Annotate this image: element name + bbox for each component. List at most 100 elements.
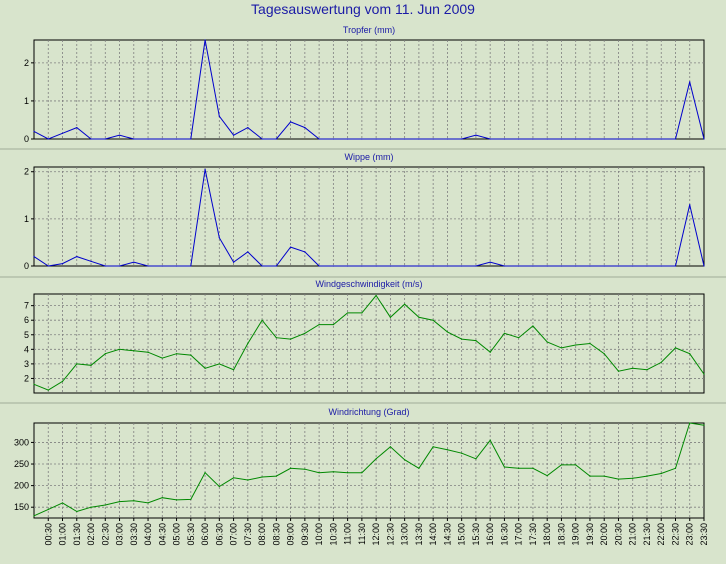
data-point (133, 138, 135, 140)
data-point (261, 319, 263, 321)
data-point (247, 342, 249, 345)
data-point (61, 132, 64, 134)
data-point (674, 467, 677, 469)
y-tick-label: 0 (24, 261, 29, 271)
data-point (218, 363, 220, 365)
data-point (404, 138, 406, 140)
x-tick-label: 10:30 (328, 523, 338, 546)
data-point (389, 316, 391, 318)
data-point (361, 312, 363, 314)
x-tick-label: 08:30 (271, 523, 281, 546)
x-tick-label: 19:30 (585, 523, 595, 546)
data-point (118, 134, 121, 136)
data-point (532, 138, 534, 140)
data-point (104, 138, 106, 140)
data-point (589, 138, 591, 140)
data-point (204, 39, 206, 41)
data-point (703, 265, 705, 267)
data-point (289, 121, 292, 123)
y-tick-label: 3 (24, 359, 29, 369)
y-tick-label: 150 (14, 502, 29, 512)
data-point (104, 504, 106, 506)
y-tick-label: 5 (24, 330, 29, 340)
x-tick-label: 20:30 (613, 523, 623, 546)
y-tick-label: 2 (24, 58, 29, 68)
data-point (347, 138, 349, 140)
data-point (632, 138, 634, 140)
data-point (575, 138, 577, 140)
data-point (361, 138, 363, 140)
data-point (318, 323, 320, 326)
data-point (347, 265, 349, 267)
data-point (218, 237, 220, 239)
data-point (518, 467, 520, 469)
data-point (674, 138, 677, 140)
data-point (404, 265, 406, 267)
data-point (703, 138, 705, 140)
x-tick-label: 17:30 (528, 523, 538, 546)
data-point (603, 138, 605, 140)
x-tick-label: 07:00 (229, 523, 239, 546)
data-point (304, 251, 306, 253)
data-point (660, 472, 662, 475)
x-tick-label: 01:00 (58, 523, 68, 546)
data-point (389, 138, 391, 140)
data-point (361, 265, 363, 267)
data-point (461, 138, 463, 140)
data-point (147, 502, 149, 504)
data-point (475, 134, 477, 136)
data-point (646, 369, 648, 371)
data-point (76, 510, 78, 513)
data-point (389, 446, 391, 448)
data-point (418, 316, 420, 318)
x-tick-label: 07:30 (243, 523, 253, 546)
data-point (560, 347, 563, 349)
data-point (161, 357, 163, 359)
data-point (204, 367, 206, 369)
data-point (118, 348, 121, 350)
data-point (47, 265, 49, 267)
data-point (532, 467, 534, 469)
y-tick-label: 1 (24, 96, 29, 106)
data-point (361, 472, 363, 474)
data-point (646, 265, 648, 267)
data-point (261, 265, 263, 267)
data-point (418, 265, 420, 267)
data-point (418, 467, 420, 469)
data-point (232, 134, 235, 136)
data-point (133, 500, 135, 502)
data-point (332, 138, 334, 140)
data-point (575, 344, 577, 346)
data-point (33, 383, 35, 385)
data-point (318, 472, 320, 474)
data-point (446, 449, 449, 451)
panel-title: Windrichtung (Grad) (328, 407, 409, 417)
data-point (689, 204, 691, 206)
panel-title: Tropfer (mm) (343, 25, 395, 35)
x-tick-label: 13:00 (400, 523, 410, 546)
data-point (375, 294, 377, 297)
data-point (432, 319, 434, 321)
data-point (289, 246, 292, 248)
series-line (33, 422, 705, 517)
data-point (446, 138, 449, 140)
data-point (47, 138, 49, 140)
y-tick-label: 2 (24, 373, 29, 383)
data-point (446, 265, 449, 267)
data-point (218, 115, 220, 117)
data-point (446, 331, 449, 333)
data-point (232, 261, 235, 263)
data-point (118, 500, 121, 503)
data-point (518, 138, 520, 140)
data-point (632, 477, 634, 479)
data-point (275, 337, 277, 339)
x-tick-label: 16:30 (499, 523, 509, 546)
x-tick-label: 23:30 (699, 523, 709, 546)
data-point (461, 265, 463, 267)
data-point (546, 341, 548, 343)
data-point (603, 265, 605, 267)
data-point (304, 468, 306, 470)
data-point (503, 332, 506, 334)
data-point (76, 255, 78, 258)
data-point (375, 138, 377, 140)
